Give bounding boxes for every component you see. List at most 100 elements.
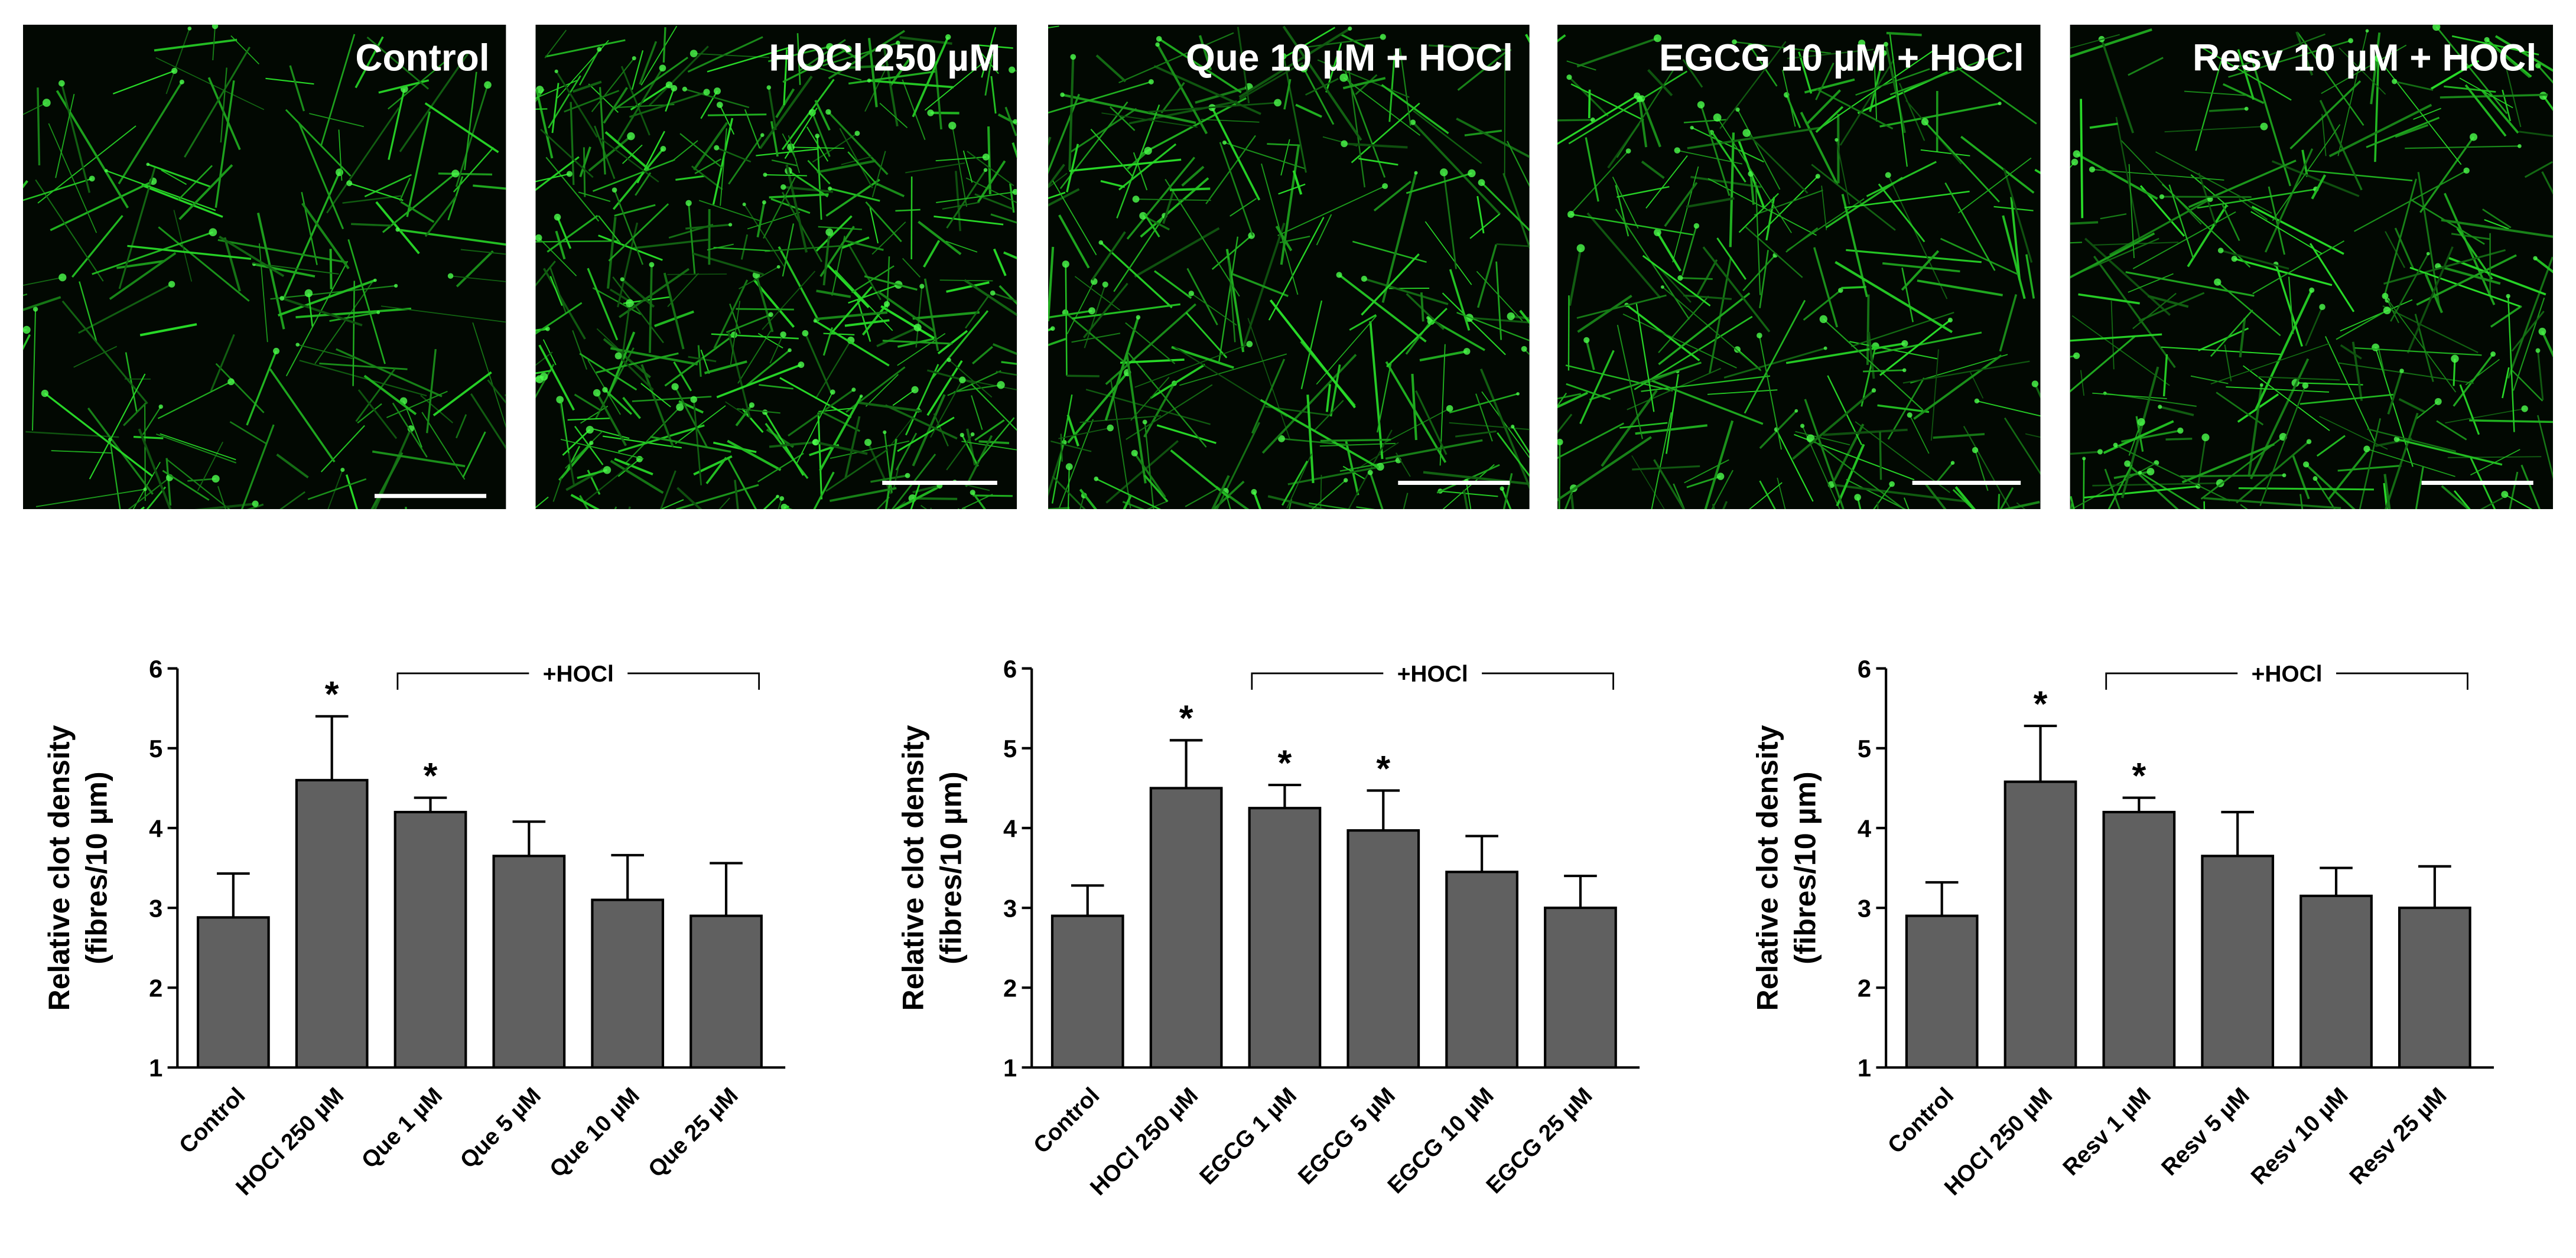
fibre [1729,132,1735,247]
micrograph [1048,24,1530,510]
fibre-node [2365,29,2369,33]
fibre [210,334,235,392]
fibre [737,330,772,384]
fibre [918,220,962,256]
fibre [1048,309,1092,319]
fibre [1165,178,1240,297]
fibre [1185,487,1219,507]
fibre [289,65,305,112]
fibre [2311,174,2327,200]
fibre [990,76,997,114]
bar [1346,829,1420,1069]
fibre [1364,278,1449,305]
fibre [399,177,411,201]
fibre [1749,46,1778,87]
fibre [1133,152,1148,191]
fibre [1923,481,1947,510]
fibre [692,122,728,171]
fibre [1882,262,1960,273]
fibre [1944,182,1996,271]
y-tick-label: 3 [1003,894,1017,922]
fibre [2210,309,2253,357]
fibre [747,211,801,230]
fibre [640,364,674,447]
fibre-node [58,273,67,282]
fibre [2070,28,2152,58]
fibre [388,89,405,160]
fibre [879,103,908,129]
fibre [2070,221,2099,225]
fibre-node [1636,96,1643,103]
fibre-node [2463,167,2470,174]
fibre-node [1098,240,1104,245]
fibre [1068,57,1075,170]
fibre-node [2302,382,2309,389]
fibre [604,131,649,170]
fibre-node [1815,174,1820,179]
fibre [61,300,148,405]
fibre [2292,455,2310,500]
fibre [1745,226,1803,278]
fibre [1815,106,1844,133]
fibre-node [1567,211,1575,218]
fibre [1133,452,1166,498]
fibre-node [2382,292,2389,299]
fibre [729,303,741,334]
fibre [946,281,990,293]
fibre [1502,172,1530,250]
fibre [1277,185,1385,236]
fibre [926,369,975,384]
fibre-node [143,487,147,491]
fibre [1185,312,1228,359]
fibre [37,87,41,165]
fibre [1428,44,1512,51]
fibre-node [883,301,890,307]
fibre-node [1794,409,1798,413]
fibre [79,281,98,343]
fibre [713,279,749,349]
fibre [578,48,600,86]
fibre [555,230,566,260]
fibre [1224,142,1305,170]
fibre [426,348,437,434]
fibre [1656,232,1682,272]
fibre [1777,477,1786,510]
fibre [2168,184,2194,260]
fibre [116,260,164,269]
fibre-node [802,330,809,337]
fibre-node [2363,445,2370,452]
fibre-node [2309,287,2315,293]
fibre [867,442,892,495]
fibre [2441,219,2554,238]
fibre [285,109,352,177]
fibre [954,384,1001,393]
fibre [349,182,404,201]
fibre [1090,129,1134,178]
fibre-node [742,202,746,207]
fibre [756,202,766,237]
fibre [876,326,918,347]
fibre [1821,50,1934,128]
fibre [974,419,1005,441]
fibre [352,281,355,386]
fibre [2387,370,2403,415]
fibre [35,179,104,282]
fibre [1267,143,1299,146]
fibre [1616,324,1643,439]
fibre [2210,343,2330,384]
fibre [1449,393,1518,413]
fibre [978,44,1013,49]
fibre-node [42,99,51,107]
fibre [2386,299,2399,324]
fibre [673,361,692,392]
fibre [2321,113,2327,157]
fibre [270,285,396,300]
micrograph [22,24,506,510]
fibre [1205,135,1256,204]
fibre [1866,161,1937,197]
fibre [867,38,878,107]
fibre [2383,483,2388,510]
fibre-node [788,348,792,353]
fibre [538,344,575,411]
fibre [806,126,829,162]
